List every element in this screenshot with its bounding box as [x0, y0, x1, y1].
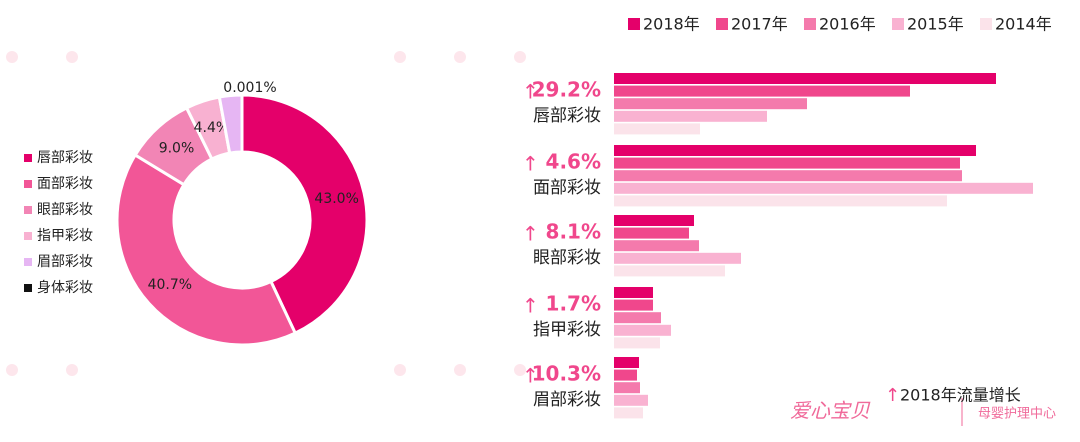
growth-arrow: ↑ — [522, 152, 539, 176]
category-label: 眼部彩妆 — [533, 248, 601, 268]
bar — [614, 395, 648, 406]
legend-swatch — [24, 284, 32, 292]
legend-label: 面部彩妆 — [37, 176, 93, 192]
growth-arrow: ↑ — [522, 222, 539, 246]
bar — [614, 300, 653, 311]
bar — [614, 240, 699, 251]
category-label: 指甲彩妆 — [533, 320, 601, 340]
legend-label: 眼部彩妆 — [37, 202, 93, 218]
legend-label: 2015年 — [907, 15, 964, 34]
slice-label: 43.0% — [314, 191, 358, 207]
bar — [614, 228, 689, 239]
growth-label: 29.2% — [532, 78, 601, 102]
bar — [614, 183, 1033, 194]
note: 2018年流量增长 — [900, 386, 1021, 405]
bar — [614, 253, 741, 264]
legend-label: 指甲彩妆 — [37, 228, 93, 244]
legend-label: 2018年 — [643, 15, 700, 34]
growth-label: 8.1% — [546, 220, 601, 244]
bar — [614, 265, 725, 276]
donut-slice — [117, 155, 295, 345]
bar — [614, 195, 947, 206]
watermark-sub: 母婴护理中心 — [978, 407, 1056, 422]
legend-swatch — [24, 180, 32, 188]
legend-label: 唇部彩妆 — [37, 150, 93, 166]
bar — [614, 215, 694, 226]
growth-label: 10.3% — [532, 362, 601, 386]
bar — [614, 123, 700, 134]
growth-label: 4.6% — [546, 150, 601, 174]
legend-swatch — [804, 18, 816, 30]
bar — [614, 312, 661, 323]
legend-swatch — [892, 18, 904, 30]
legend-swatch — [716, 18, 728, 30]
legend-swatch — [980, 18, 992, 30]
slice-label: 9.0% — [159, 140, 195, 156]
bar — [614, 337, 660, 348]
slice-label: 0.001% — [223, 80, 276, 96]
bar — [614, 158, 960, 169]
legend-swatch — [24, 206, 32, 214]
legend-label: 2016年 — [819, 15, 876, 34]
slice-label: 40.7% — [148, 277, 192, 293]
growth-arrow: ↑ — [522, 294, 539, 318]
bar — [614, 86, 910, 97]
bar — [614, 73, 996, 84]
bar — [614, 111, 767, 122]
note-arrow: ↑ — [885, 385, 900, 406]
watermark-brand: 爱心宝贝 — [790, 399, 871, 423]
bar — [614, 145, 976, 156]
bar — [614, 170, 962, 181]
legend-label: 眉部彩妆 — [37, 254, 93, 270]
growth-label: 1.7% — [546, 292, 601, 316]
category-label: 面部彩妆 — [533, 178, 601, 198]
bar — [614, 407, 643, 418]
legend-swatch — [24, 258, 32, 266]
bar — [614, 357, 639, 368]
legend-swatch — [628, 18, 640, 30]
legend-label: 2014年 — [995, 15, 1052, 34]
bar — [614, 325, 671, 336]
legend-swatch — [24, 154, 32, 162]
bar — [614, 287, 653, 298]
category-label: 唇部彩妆 — [533, 106, 601, 126]
legend-label: 2017年 — [731, 15, 788, 34]
category-label: 眉部彩妆 — [533, 390, 601, 410]
bar — [614, 382, 640, 393]
bar — [614, 98, 807, 109]
legend-swatch — [24, 232, 32, 240]
bar — [614, 370, 637, 381]
legend-label: 身体彩妆 — [37, 280, 93, 296]
